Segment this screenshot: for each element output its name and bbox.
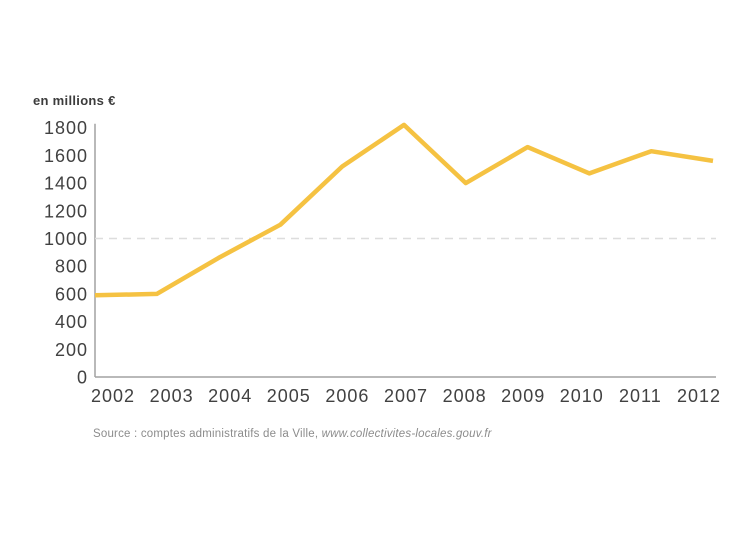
y-tick-label: 200 <box>55 340 88 360</box>
data-line-series <box>94 122 714 298</box>
x-tick-label: 2009 <box>501 386 545 406</box>
y-tick-label: 1200 <box>44 201 88 221</box>
x-tick-label: 2004 <box>208 386 252 406</box>
x-tick-label: 2006 <box>325 386 369 406</box>
y-tick-label: 1400 <box>44 174 88 194</box>
x-tick-label: 2008 <box>443 386 487 406</box>
y-tick-label: 800 <box>55 257 88 277</box>
y-tick-label: 0 <box>77 368 88 388</box>
y-tick-label: 600 <box>55 284 88 304</box>
y-tick-label: 1800 <box>44 118 88 138</box>
x-tick-label: 2002 <box>91 386 135 406</box>
x-tick-label: 2007 <box>384 386 428 406</box>
x-tick-label: 2010 <box>560 386 604 406</box>
source-link: www.collectivites-locales.gouv.fr <box>321 428 492 440</box>
x-tick-label: 2003 <box>150 386 194 406</box>
source-text: Source : comptes administratifs de la Vi… <box>93 428 322 440</box>
y-tick-label: 1000 <box>44 229 88 249</box>
y-tick-label: 400 <box>55 312 88 332</box>
x-tick-label: 2005 <box>267 386 311 406</box>
y-axis-unit-label: en millions € <box>33 93 116 108</box>
x-tick-label: 2011 <box>619 386 662 406</box>
source-caption: Source : comptes administratifs de la Vi… <box>93 428 492 440</box>
x-tick-label: 2012 <box>677 386 721 406</box>
y-tick-label: 1600 <box>44 146 88 166</box>
